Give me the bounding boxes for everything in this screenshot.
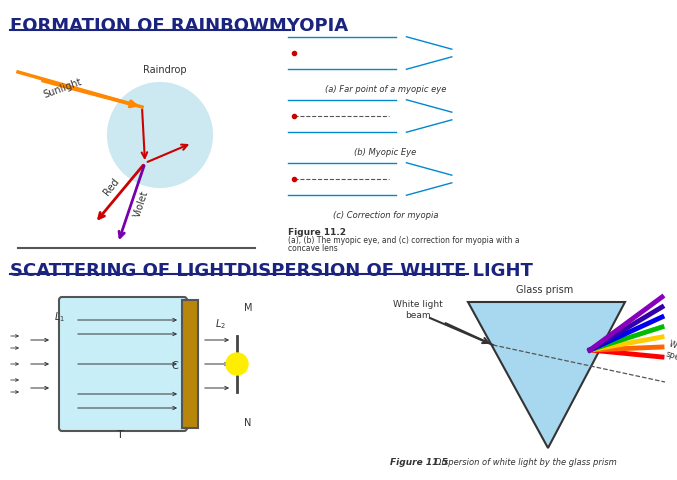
Text: (b) Myopic Eye: (b) Myopic Eye [354, 148, 416, 157]
Bar [182, 300, 198, 428]
Text: Figure 11.2: Figure 11.2 [288, 228, 346, 237]
FancyBboxPatch shape [59, 297, 187, 431]
Text: $L_1$: $L_1$ [54, 310, 65, 324]
Text: Figure 11.5: Figure 11.5 [390, 458, 451, 467]
Circle shape [108, 83, 212, 187]
Text: White light
beam: White light beam [393, 300, 443, 320]
Text: Raindrop: Raindrop [144, 65, 187, 75]
Text: White light
spectrum: White light spectrum [665, 339, 677, 371]
Text: Sunlight: Sunlight [42, 76, 83, 100]
Text: Dispersion of white light by the glass prism: Dispersion of white light by the glass p… [435, 458, 617, 467]
Polygon shape [468, 302, 625, 448]
Text: (c) Correction for myopia: (c) Correction for myopia [333, 211, 438, 220]
Text: Red: Red [102, 176, 121, 197]
Text: N: N [244, 418, 251, 428]
Text: M: M [244, 303, 253, 313]
Text: C: C [171, 361, 178, 371]
Text: concave lens: concave lens [288, 244, 338, 253]
Text: SCATTERING OF LIGHTDISPERSION OF WHITE LIGHT: SCATTERING OF LIGHTDISPERSION OF WHITE L… [10, 262, 533, 280]
Text: Glass prism: Glass prism [517, 285, 573, 295]
Circle shape [226, 353, 248, 375]
Text: $L_2$: $L_2$ [215, 317, 226, 331]
Text: (a) Far point of a myopic eye: (a) Far point of a myopic eye [325, 85, 446, 94]
Text: (a), (b) The myopic eye, and (c) correction for myopia with a: (a), (b) The myopic eye, and (c) correct… [288, 236, 520, 245]
Text: FORMATION OF RAINBOWMYOPIA: FORMATION OF RAINBOWMYOPIA [10, 17, 348, 35]
Text: Violet: Violet [132, 190, 150, 219]
Text: T: T [116, 430, 123, 440]
